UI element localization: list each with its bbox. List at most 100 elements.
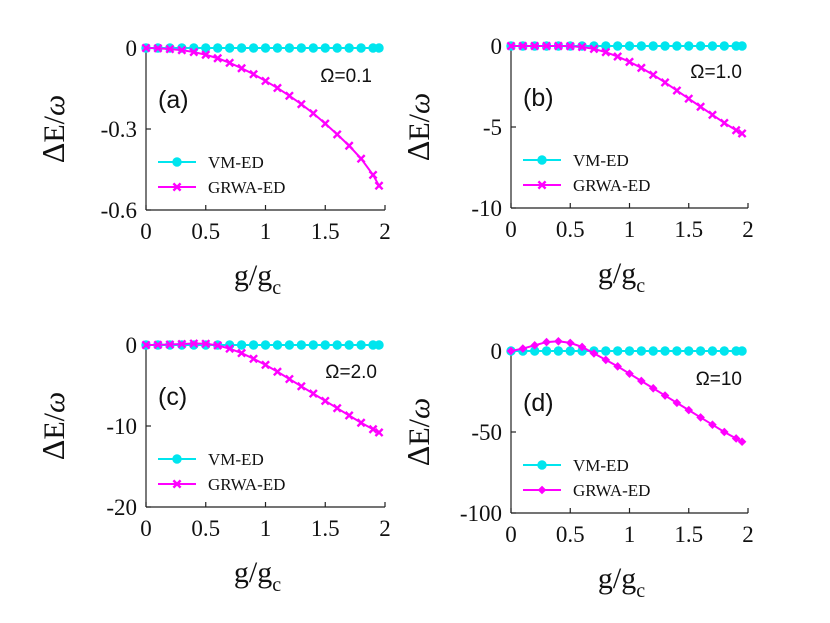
- data-point: [356, 418, 366, 428]
- x-tick-label: 0.5: [191, 516, 220, 541]
- data-point: [648, 41, 658, 51]
- data-point: [553, 41, 563, 51]
- y-axis-label: ΔE/ω: [400, 398, 436, 466]
- panel-label: (c): [158, 383, 187, 411]
- y-axis-label: ΔE/ω: [35, 392, 71, 460]
- x-tick-label: 1: [260, 516, 272, 541]
- x-tick-label: 2: [742, 522, 754, 547]
- data-point: [356, 154, 366, 164]
- data-point: [708, 110, 717, 120]
- panel-a: 0 0.5 1 1.5 2 0 -0.3 -0.6 (a) Ω=0.1 VM-ED GRWA-ED g/…: [35, 36, 391, 299]
- x-tick-label: 0: [140, 219, 152, 244]
- legend-entry: VM-ED: [573, 456, 629, 475]
- x-tick-label: 1: [260, 219, 272, 244]
- data-point: [237, 63, 247, 73]
- data-point: [708, 420, 717, 430]
- y-tick-label: -0.3: [101, 117, 137, 142]
- y-axis-label: ΔE/ω: [35, 95, 71, 163]
- data-point: [332, 129, 342, 139]
- panel-d: 0 0.5 1 1.5 2 0 -50 -100 (d) Ω=10 VM-ED GRWA-ED g/gc…: [400, 336, 754, 602]
- series-grwa-ed: [506, 41, 747, 138]
- data-point: [601, 41, 611, 51]
- x-tick-label: 0: [140, 516, 152, 541]
- data-point: [737, 437, 747, 447]
- data-point: [237, 348, 247, 358]
- data-point: [672, 86, 682, 95]
- x-tick-label: 1.5: [311, 516, 340, 541]
- data-point: [660, 391, 670, 400]
- data-point: [636, 63, 646, 73]
- legend-entry: GRWA-ED: [208, 475, 285, 494]
- legend-entry: VM-ED: [208, 450, 264, 469]
- x-tick-label: 1.5: [674, 217, 703, 242]
- legend-marker: [172, 182, 182, 192]
- data-point: [660, 346, 670, 356]
- data-point: [272, 340, 283, 350]
- data-point: [684, 405, 694, 415]
- data-point: [320, 396, 330, 406]
- legend-entry: GRWA-ED: [208, 178, 285, 197]
- data-point: [320, 119, 330, 129]
- y-tick-label: -50: [471, 420, 502, 445]
- y-tick-label: -10: [106, 414, 137, 439]
- data-point: [213, 340, 223, 350]
- data-point: [696, 102, 706, 112]
- data-point: [261, 76, 270, 86]
- data-point: [542, 337, 551, 347]
- x-tick-label: 0: [505, 217, 517, 242]
- data-point: [506, 346, 516, 356]
- data-point: [296, 99, 306, 109]
- panel-label: (a): [158, 86, 189, 114]
- data-point: [141, 340, 151, 350]
- data-point: [201, 43, 211, 53]
- data-point: [684, 346, 694, 356]
- data-point: [320, 340, 330, 350]
- data-point: [696, 413, 705, 422]
- data-point: [320, 43, 330, 53]
- data-point: [308, 108, 318, 118]
- data-point: [249, 69, 258, 79]
- data-point: [613, 362, 622, 371]
- legend: VM-ED GRWA-ED: [158, 450, 285, 494]
- data-point: [201, 339, 211, 349]
- data-point: [374, 181, 384, 191]
- x-axis-label: g/gc: [234, 259, 281, 299]
- y-tick-label: -100: [460, 501, 502, 526]
- data-point: [672, 398, 682, 408]
- panel-c: 0 0.5 1 1.5 2 0 -10 -20 (c) Ω=2.0 VM-ED GRWA-ED g/gc…: [35, 333, 391, 596]
- y-tick-label: 0: [491, 34, 503, 59]
- data-point: [374, 340, 384, 350]
- x-axis-label: g/gc: [598, 257, 645, 297]
- legend: VM-ED GRWA-ED: [523, 456, 650, 500]
- data-point: [684, 94, 694, 104]
- data-point: [636, 346, 647, 356]
- x-tick-label: 0.5: [556, 522, 585, 547]
- data-point: [374, 428, 384, 437]
- data-point: [613, 52, 623, 61]
- data-point: [624, 41, 635, 51]
- data-point: [565, 338, 575, 348]
- data-point: [284, 43, 295, 53]
- data-point: [189, 339, 199, 348]
- data-point: [248, 340, 259, 350]
- data-point: [213, 43, 223, 53]
- panel-label: (b): [523, 84, 554, 112]
- data-point: [672, 346, 682, 356]
- data-point: [272, 43, 283, 53]
- panel-b: 0 0.5 1 1.5 2 0 -5 -10 (b) Ω=1.0 VM-ED GRWA-ED g/gc Δ…: [400, 34, 754, 297]
- legend-marker: [172, 479, 182, 489]
- data-point: [577, 42, 587, 52]
- legend: VM-ED GRWA-ED: [523, 151, 650, 195]
- parameter-label: Ω=2.0: [325, 362, 377, 383]
- data-point: [177, 45, 187, 55]
- panel-label: (d): [523, 389, 554, 417]
- x-tick-label: 0.5: [556, 217, 585, 242]
- x-tick-label: 0: [505, 522, 517, 547]
- data-point: [601, 47, 611, 57]
- data-point: [625, 57, 634, 67]
- series-vm-ed: [506, 346, 747, 356]
- data-point: [224, 43, 235, 53]
- data-point: [719, 118, 729, 128]
- data-point: [565, 346, 575, 356]
- data-point: [296, 43, 307, 53]
